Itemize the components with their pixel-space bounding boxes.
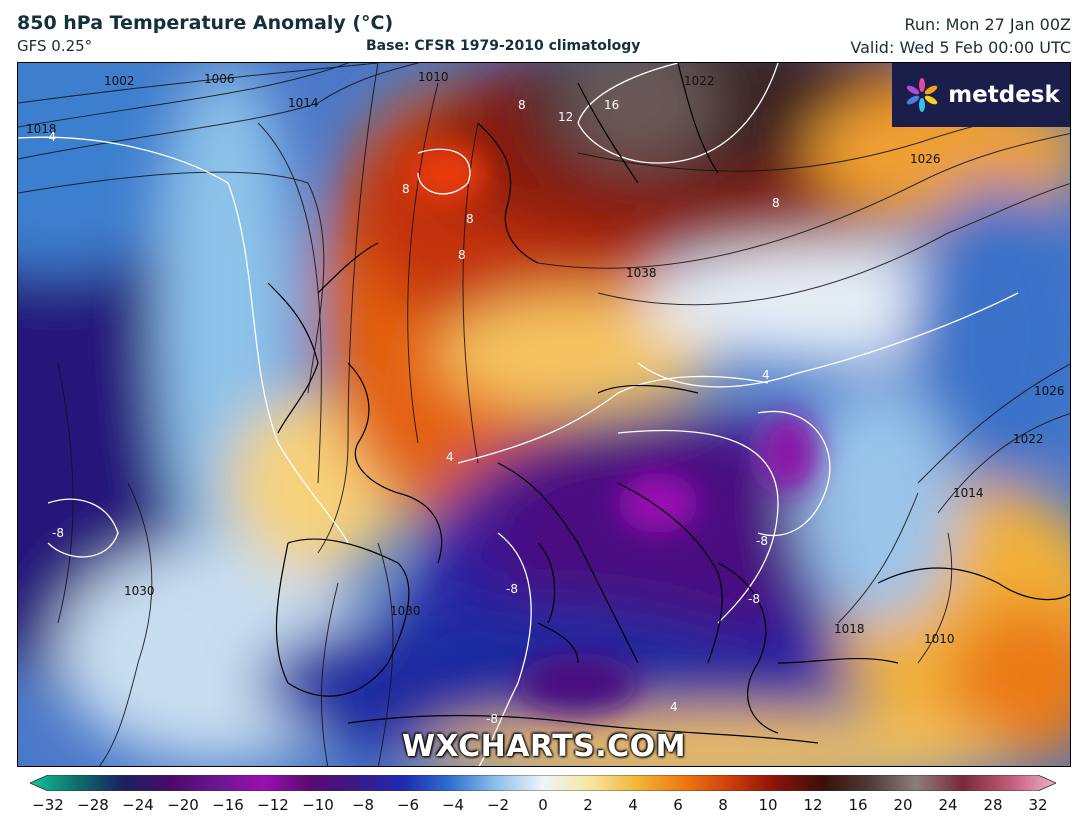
isobars <box>18 63 1070 766</box>
anomaly-contour-label: 8 <box>518 98 526 112</box>
colorbar-tick-label: 12 <box>803 796 823 814</box>
colorbar-tick-label: 32 <box>1028 796 1048 814</box>
isobar-label: 1014 <box>288 96 319 110</box>
anomaly-contour-label: 4 <box>446 450 454 464</box>
colorbar-tick-label: 16 <box>848 796 868 814</box>
colorbar-tick-label: −8 <box>351 796 375 814</box>
metdesk-logo-text: metdesk <box>948 82 1060 108</box>
map-canvas: 1002 1006 1010 1014 1018 1022 1026 1038 1026 1022… <box>18 63 1070 766</box>
isobar-label: 1010 <box>924 632 955 646</box>
anomaly-contour-label: -8 <box>52 526 64 540</box>
colorbar-tick-label: 10 <box>758 796 778 814</box>
colorbar-tick-label: −32 <box>32 796 64 814</box>
isobar-label: 1038 <box>626 266 657 280</box>
isobar-label: 1010 <box>418 70 449 84</box>
colorbar-tick-label: −16 <box>212 796 244 814</box>
isobar-label: 1006 <box>204 72 235 86</box>
metdesk-flower-icon <box>906 78 938 112</box>
colorbar-tick-label: −10 <box>302 796 334 814</box>
colorbar-gradient <box>30 775 1056 791</box>
isobar-label: 1018 <box>26 122 57 136</box>
anomaly-contour-label: -8 <box>756 534 768 548</box>
isobar-label: 1022 <box>684 74 715 88</box>
anomaly-contour-label: 4 <box>670 700 678 714</box>
colorbar-tick-label: 0 <box>538 796 548 814</box>
anomaly-contour-label: 8 <box>772 196 780 210</box>
colorbar-tick-label: 20 <box>893 796 913 814</box>
anomaly-contour-label: -8 <box>506 582 518 596</box>
anomaly-contour-label: 8 <box>458 248 466 262</box>
colorbar-tick-label: −20 <box>167 796 199 814</box>
colorbar-tick-label: 2 <box>583 796 593 814</box>
isobar-label: 1022 <box>1013 432 1044 446</box>
isobar-label: 1030 <box>390 604 421 618</box>
colorbar-tick-label: −6 <box>396 796 420 814</box>
colorbar-tick-label: −24 <box>122 796 154 814</box>
wxcharts-watermark: WXCHARTS.COM <box>401 729 687 764</box>
colorbar-tick-label: 8 <box>718 796 728 814</box>
anomaly-contour-label: 12 <box>558 110 573 124</box>
isobar-labels: 1002 1006 1010 1014 1018 1022 1026 1038 1026 1022… <box>26 70 1065 646</box>
colorbar-tick-label: 24 <box>938 796 958 814</box>
run-time-label: Run: Mon 27 Jan 00Z <box>904 15 1072 34</box>
colorbar-tick-label: −2 <box>486 796 510 814</box>
climatology-base-label: Base: CFSR 1979-2010 climatology <box>366 38 641 54</box>
anomaly-contour-label: 8 <box>402 182 410 196</box>
valid-time-label: Valid: Wed 5 Feb 00:00 UTC <box>850 38 1071 57</box>
coastlines <box>267 63 1070 744</box>
isobar-label: 1026 <box>910 152 941 166</box>
anomaly-map[interactable]: 1002 1006 1010 1014 1018 1022 1026 1038 1026 1022… <box>17 62 1071 767</box>
isobar-label: 1018 <box>834 622 865 636</box>
anomaly-contour-label: -8 <box>748 592 760 606</box>
colorbar-tick-label: 4 <box>628 796 638 814</box>
colorbar-tick-label: −4 <box>441 796 465 814</box>
colorbar-tick-label: −28 <box>77 796 109 814</box>
anomaly-contour-label: -4 <box>44 130 56 144</box>
colorbar-tick-label: 28 <box>983 796 1003 814</box>
chart-title: 850 hPa Temperature Anomaly (°C) <box>17 12 394 34</box>
anomaly-contour-label: 8 <box>466 212 474 226</box>
isobar-label: 1014 <box>953 486 984 500</box>
colorbar-ticks: −32 −28 −24 −20 −16 −12 −10 −8 −6 −4 −2 0 2 4 6 8 10 12 16… <box>0 796 1088 820</box>
anomaly-cores <box>408 143 818 713</box>
isobar-label: 1026 <box>1034 384 1065 398</box>
anomaly-labels: 8 12 16 8 8 8 8 -4 4 4 -8 -8 -8 -8 -8 4 <box>44 98 780 726</box>
colorbar-tick-label: −12 <box>257 796 289 814</box>
anomaly-contour-label: -8 <box>486 712 498 726</box>
anomaly-contour-label: 4 <box>762 368 770 382</box>
isobar-label: 1030 <box>124 584 155 598</box>
anomaly-contours <box>18 63 1019 766</box>
colorbar-tick-label: 6 <box>673 796 683 814</box>
metdesk-logo: metdesk <box>892 63 1070 127</box>
isobar-label: 1002 <box>104 74 135 88</box>
colorbar <box>30 775 1056 791</box>
model-label: GFS 0.25° <box>17 37 93 55</box>
anomaly-contour-label: 16 <box>604 98 619 112</box>
